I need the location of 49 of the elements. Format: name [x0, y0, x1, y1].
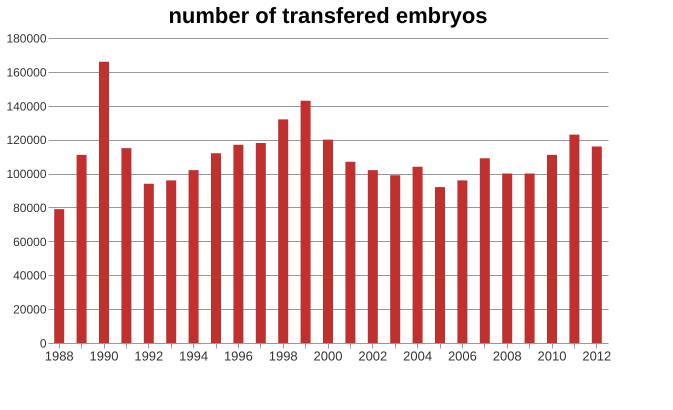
- bar: [121, 148, 132, 343]
- bar: [233, 144, 244, 343]
- x-tick-label: 1996: [224, 348, 253, 364]
- bar: [54, 209, 64, 343]
- bar: [76, 154, 87, 343]
- y-tick-label: 180000: [6, 32, 47, 46]
- bar: [256, 143, 266, 343]
- bar: [278, 119, 288, 343]
- x-tick-label: 2008: [492, 348, 522, 364]
- bar: [368, 170, 378, 343]
- bar: [569, 134, 580, 343]
- bar: [144, 184, 154, 343]
- bar: [188, 170, 199, 343]
- bar: [480, 158, 490, 343]
- y-tick-label: 20000: [13, 302, 47, 317]
- x-tick-label: 2004: [403, 348, 432, 364]
- bar: [435, 187, 445, 343]
- x-tick-label: 2000: [314, 348, 342, 364]
- x-tick-label: 1998: [268, 348, 298, 364]
- y-tick-label: 100000: [6, 167, 47, 182]
- y-tick-label: 60000: [13, 234, 47, 249]
- x-tick-label: 1994: [179, 348, 208, 364]
- y-tick-label: 120000: [6, 133, 47, 148]
- y-tick-label: 40000: [13, 268, 47, 283]
- bar: [524, 174, 535, 343]
- bar: [390, 175, 400, 343]
- bar: [345, 162, 356, 343]
- chart-title: number of transfered embryos: [168, 3, 488, 28]
- x-tick-label: 1988: [44, 348, 74, 364]
- bar: [99, 62, 109, 343]
- bar: [547, 154, 557, 343]
- x-tick-label: 2010: [538, 348, 566, 364]
- bar: [166, 180, 176, 343]
- y-tick-label: 140000: [6, 99, 47, 114]
- bar: [412, 166, 423, 343]
- bar: [300, 100, 311, 343]
- x-tick-label: 1990: [90, 348, 118, 364]
- x-tick-label: 2006: [448, 348, 477, 364]
- x-tick-label: 1992: [134, 348, 164, 364]
- y-tick-label: 0: [40, 336, 47, 350]
- y-tick-label: 80000: [13, 200, 47, 215]
- x-tick-label: 2002: [358, 348, 388, 364]
- bar: [592, 146, 602, 343]
- bar: [211, 153, 221, 343]
- bar: [457, 180, 468, 343]
- bar: [323, 140, 333, 343]
- y-tick-label: 160000: [6, 65, 47, 80]
- x-tick-label: 2012: [582, 348, 612, 364]
- bar: [502, 174, 512, 343]
